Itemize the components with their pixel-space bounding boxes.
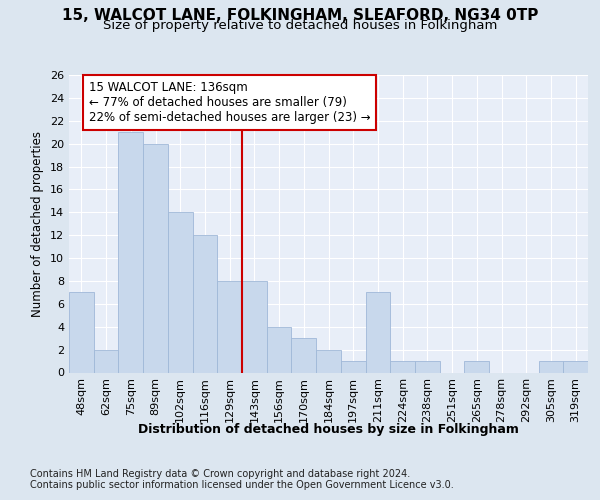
Text: Contains HM Land Registry data © Crown copyright and database right 2024.: Contains HM Land Registry data © Crown c…: [30, 469, 410, 479]
Bar: [390, 361, 415, 372]
Bar: [539, 361, 563, 372]
Bar: [341, 361, 365, 372]
Bar: [143, 144, 168, 372]
Bar: [69, 292, 94, 372]
Text: 15 WALCOT LANE: 136sqm
← 77% of detached houses are smaller (79)
22% of semi-det: 15 WALCOT LANE: 136sqm ← 77% of detached…: [89, 80, 370, 124]
Bar: [242, 281, 267, 372]
Bar: [118, 132, 143, 372]
Bar: [316, 350, 341, 372]
Bar: [94, 350, 118, 372]
Y-axis label: Number of detached properties: Number of detached properties: [31, 130, 44, 317]
Bar: [292, 338, 316, 372]
Text: Size of property relative to detached houses in Folkingham: Size of property relative to detached ho…: [103, 18, 497, 32]
Bar: [563, 361, 588, 372]
Bar: [365, 292, 390, 372]
Bar: [415, 361, 440, 372]
Text: Contains public sector information licensed under the Open Government Licence v3: Contains public sector information licen…: [30, 480, 454, 490]
Bar: [217, 281, 242, 372]
Bar: [168, 212, 193, 372]
Bar: [267, 326, 292, 372]
Text: 15, WALCOT LANE, FOLKINGHAM, SLEAFORD, NG34 0TP: 15, WALCOT LANE, FOLKINGHAM, SLEAFORD, N…: [62, 8, 538, 22]
Text: Distribution of detached houses by size in Folkingham: Distribution of detached houses by size …: [139, 422, 519, 436]
Bar: [464, 361, 489, 372]
Bar: [193, 235, 217, 372]
